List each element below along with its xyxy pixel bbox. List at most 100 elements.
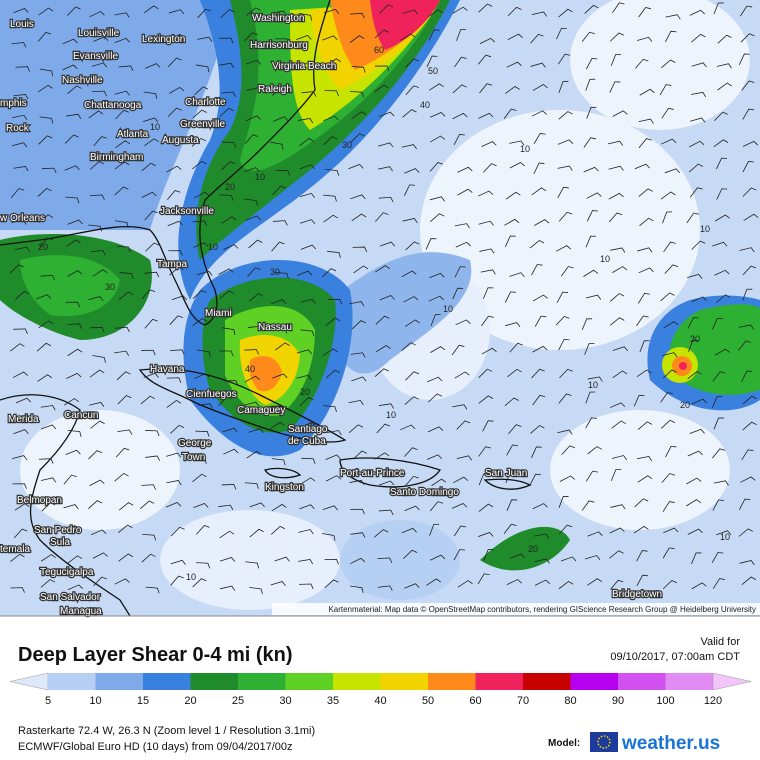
wind-barb [530, 33, 544, 44]
barb-shaft [457, 188, 473, 196]
wind-barb [40, 477, 57, 483]
barb-shaft [509, 161, 525, 169]
barb-shaft [322, 194, 337, 202]
wind-barb [532, 84, 548, 91]
barb-shaft [691, 296, 707, 303]
wind-barb [664, 264, 679, 274]
city-label: Havana [150, 364, 185, 375]
wind-barb [169, 349, 185, 355]
barb-shaft [405, 58, 419, 68]
wind-barb [457, 580, 473, 588]
barb-shaft [145, 455, 161, 461]
barb-shaft [532, 394, 546, 406]
wind-barb [197, 8, 211, 19]
wind-barb [532, 394, 546, 406]
wind-barb [585, 470, 599, 482]
wind-barb [661, 473, 676, 483]
wind-barb [689, 428, 705, 434]
barb-shaft [481, 347, 497, 355]
barb-shaft [478, 446, 491, 457]
wind-barb [350, 133, 365, 143]
barb-shaft [691, 398, 707, 405]
wind-barb [743, 213, 759, 221]
wind-barb [509, 342, 523, 353]
barb-shaft [608, 212, 623, 223]
wind-barb [503, 108, 517, 119]
wind-barb [557, 186, 569, 199]
barb-shaft [585, 417, 597, 429]
wind-barb [454, 266, 466, 278]
barb-shaft [607, 140, 624, 146]
barb-shaft [663, 527, 679, 534]
wind-barb [15, 66, 31, 72]
barb-shaft [247, 325, 263, 332]
wind-barb [299, 164, 315, 170]
barb-shaft [479, 248, 495, 254]
barb-shaft [504, 235, 516, 248]
wind-barb [219, 585, 236, 591]
barb-shaft [141, 162, 156, 172]
barb-shaft [716, 63, 732, 69]
wind-barb [713, 2, 724, 15]
wind-barb [93, 36, 109, 42]
barb-shaft [118, 502, 134, 511]
wind-barb [65, 196, 80, 204]
raster-info: Rasterkarte 72.4 W, 26.3 N (Zoom level 1… [18, 725, 315, 737]
wind-barb [300, 477, 316, 485]
wind-barb [221, 91, 236, 98]
barb-shaft [145, 586, 160, 594]
barb-shaft [741, 370, 753, 382]
barb-shaft [143, 117, 159, 123]
wind-barb [353, 265, 369, 274]
barb-shaft [15, 66, 31, 72]
city-label: Cancun [64, 410, 98, 421]
wind-barb [219, 557, 236, 562]
barb-shaft [145, 63, 161, 69]
wind-barb [296, 62, 313, 69]
wind-barb [429, 523, 440, 536]
contour-label: 10 [150, 122, 160, 132]
barb-shaft [67, 85, 82, 95]
barb-shaft [689, 428, 705, 434]
barb-shaft [556, 27, 567, 40]
wind-barb [41, 526, 57, 535]
barb-shaft [195, 562, 211, 569]
barb-shaft [686, 477, 702, 485]
wind-barb [561, 445, 575, 455]
barb-shaft [689, 187, 703, 198]
barb-shaft [300, 244, 317, 250]
barb-shaft [712, 578, 726, 589]
wind-barb [245, 59, 262, 65]
barb-shaft [531, 264, 543, 276]
barb-shaft [197, 270, 213, 276]
barb-shaft [429, 196, 445, 202]
wind-barb [350, 91, 365, 98]
barb-shaft [405, 85, 419, 96]
barb-shaft [507, 33, 523, 40]
wind-barb [117, 395, 132, 405]
wind-barb [478, 220, 494, 226]
wind-barb [559, 475, 575, 482]
wind-barb [272, 373, 288, 379]
barb-shaft [218, 504, 234, 511]
wind-barb [586, 210, 598, 222]
wind-barb [91, 62, 108, 68]
wind-barb [195, 430, 210, 437]
barb-shaft [405, 241, 420, 251]
barb-shaft [115, 109, 129, 120]
city-label: Belmopan [17, 495, 62, 506]
barb-shaft [402, 218, 418, 224]
wind-barb [90, 194, 105, 200]
barb-shaft [636, 455, 653, 462]
barb-shaft [452, 112, 468, 120]
barb-shaft [350, 91, 365, 98]
barb-shaft [118, 291, 134, 300]
wind-barb [41, 502, 56, 512]
city-label: w Orleans [0, 213, 45, 224]
barb-shaft [93, 36, 109, 42]
wind-barb [689, 187, 703, 198]
wind-barb [555, 245, 572, 252]
wind-barb [531, 187, 547, 196]
wind-barb [169, 315, 184, 325]
barb-shaft [453, 133, 465, 146]
